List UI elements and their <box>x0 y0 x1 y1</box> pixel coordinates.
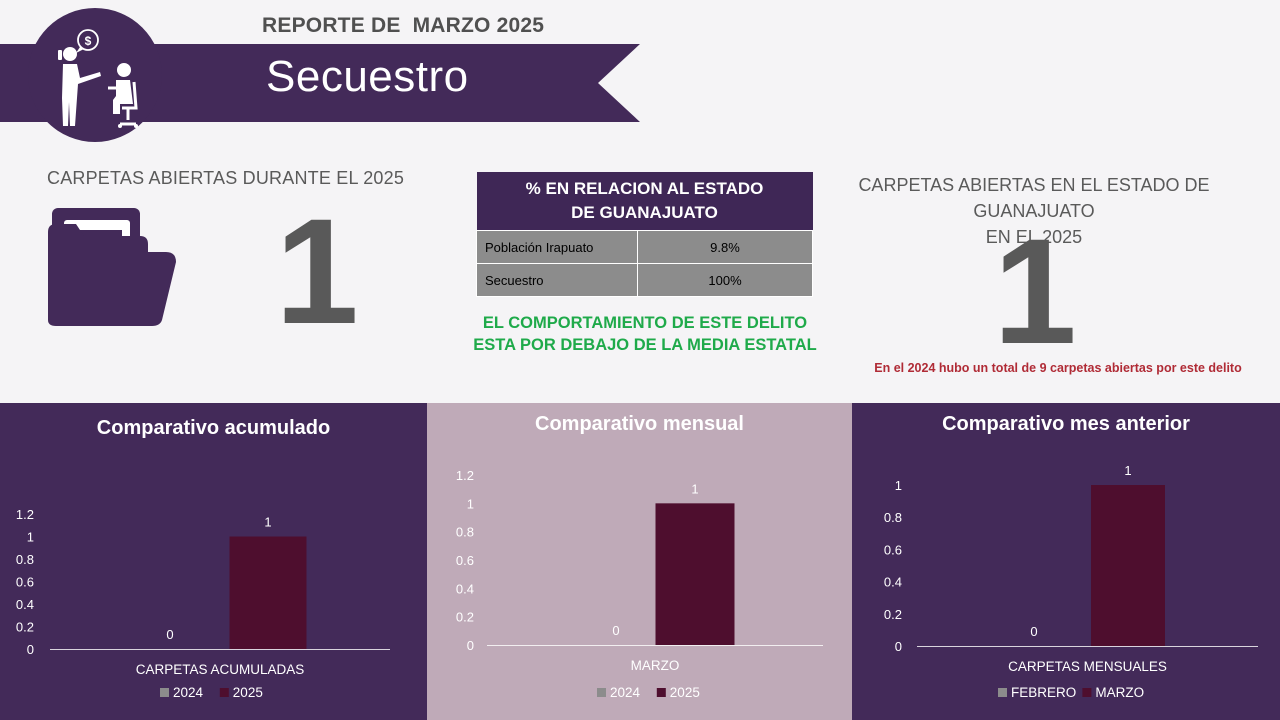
row-label-secuestro: Secuestro <box>476 263 638 297</box>
y-tick-label: 0.4 <box>456 581 474 596</box>
previous-year-note: En el 2024 hubo un total de 9 carpetas a… <box>874 361 1242 375</box>
chart-title-mensual: Comparativo mensual <box>535 413 744 435</box>
legend-label-2024: 2024 <box>173 685 204 700</box>
relation-table-header: % EN RELACION AL ESTADO DE GUANAJUATO <box>476 172 813 231</box>
table-row: Población Irapuato 9.8% <box>476 230 813 264</box>
legend-label-2025: 2025 <box>670 685 700 700</box>
legend-label-2025: 2025 <box>233 685 263 700</box>
y-tick-label: 1.2 <box>456 468 474 483</box>
chart-mes-anterior: 0 0.2 0.4 0.6 0.8 1 0 1 CARPETAS MENSUALES FEBRER… <box>884 463 1258 700</box>
y-tick-label: 0 <box>27 642 34 657</box>
y-tick-label: 0.4 <box>884 575 902 590</box>
bar-2025 <box>229 536 307 649</box>
relation-table: % EN RELACION AL ESTADO DE GUANAJUATO Po… <box>476 172 813 297</box>
y-tick-label: 0.4 <box>16 597 34 612</box>
behavior-note: EL COMPORTAMIENTO DE ESTE DELITO ESTA PO… <box>470 312 820 356</box>
kpi-value-carpetas-2025: 1 <box>275 187 359 355</box>
y-tick-label: 0.8 <box>456 525 474 540</box>
chart-panel-acumulado: Comparativo acumulado 0 0.2 0.4 0.6 0.8 1 1.2 0… <box>0 403 427 720</box>
y-tick-label: 0.2 <box>456 610 474 625</box>
chart-panel-mes-anterior: Comparativo mes anterior 0 0.2 0.4 0.6 0.8 1 0… <box>852 403 1280 720</box>
y-tick-label: 0.2 <box>884 607 902 622</box>
report-title: REPORTE DE MARZO 2025 <box>262 14 545 37</box>
data-label: 0 <box>166 627 173 642</box>
row-label-poblacion: Población Irapuato <box>476 230 638 264</box>
svg-text:$: $ <box>85 34 92 48</box>
legend-swatch-2025 <box>219 688 229 697</box>
x-category-label: CARPETAS ACUMULADAS <box>136 662 305 677</box>
y-tick-label: 0.6 <box>884 542 902 557</box>
legend-label-febrero: FEBRERO <box>1011 685 1076 700</box>
y-tick-label: 0.6 <box>16 575 34 590</box>
chart-mensual: 0 0.2 0.4 0.6 0.8 1 1.2 0 1 MARZO 2024 2025 <box>456 468 823 700</box>
legend-swatch-2024 <box>597 688 606 697</box>
behavior-note-line2: ESTA POR DEBAJO DE LA MEDIA ESTATAL <box>473 336 817 354</box>
relation-table-title-line1: % EN RELACION AL ESTADO <box>525 179 764 198</box>
chart-acumulado: 0 0.2 0.4 0.6 0.8 1 1.2 0 1 CARPETAS ACUMULADAS 20… <box>16 507 390 700</box>
kpi-value-guanajuato: 1 <box>993 207 1077 375</box>
row-value-secuestro: 100% <box>637 263 813 297</box>
kpi-label-guanajuato-line1: CARPETAS ABIERTAS EN EL ESTADO DE GUANAJ… <box>858 175 1210 221</box>
x-category-label: CARPETAS MENSUALES <box>1008 659 1167 674</box>
behavior-note-line1: EL COMPORTAMIENTO DE ESTE DELITO <box>482 314 808 332</box>
relation-table-title-line2: DE GUANAJUATO <box>571 203 718 222</box>
y-tick-label: 0.6 <box>456 553 474 568</box>
y-tick-label: 0.8 <box>884 510 902 525</box>
x-category-label: MARZO <box>631 658 680 673</box>
y-tick-label: 1.2 <box>16 507 34 522</box>
y-tick-label: 0 <box>895 639 902 654</box>
data-label: 0 <box>1030 624 1037 639</box>
person-interrogating-seated-person-icon: $ <box>28 8 162 142</box>
kpi-label-guanajuato: CARPETAS ABIERTAS EN EL ESTADO DE GUANAJ… <box>816 172 1252 250</box>
data-label: 1 <box>264 515 271 530</box>
y-tick-label: 1 <box>467 496 474 511</box>
legend-swatch-marzo <box>1082 688 1092 697</box>
kpi-label-carpetas-2025: CARPETAS ABIERTAS DURANTE EL 2025 <box>47 168 405 188</box>
row-value-poblacion: 9.8% <box>637 230 813 264</box>
legend-swatch-2025 <box>656 688 666 697</box>
y-tick-label: 0.8 <box>16 552 34 567</box>
bar-2025 <box>655 503 735 645</box>
legend-swatch-febrero <box>998 688 1007 697</box>
y-tick-label: 0.2 <box>16 620 34 635</box>
chart-panel-mensual: Comparativo mensual 0 0.2 0.4 0.6 0.8 1 1.2 0 1 M… <box>427 403 852 720</box>
data-label: 1 <box>1124 463 1131 478</box>
legend-label-marzo: MARZO <box>1095 685 1144 700</box>
y-tick-label: 1 <box>895 478 902 493</box>
legend-swatch-2024 <box>160 688 169 697</box>
y-tick-label: 0 <box>467 638 474 653</box>
bar-marzo <box>1091 485 1165 646</box>
crime-title: Secuestro <box>266 52 469 101</box>
data-label: 1 <box>691 481 698 496</box>
legend-label-2024: 2024 <box>610 685 641 700</box>
data-label: 0 <box>612 623 619 638</box>
folder-icon <box>48 208 176 326</box>
table-row: Secuestro 100% <box>476 263 813 297</box>
chart-title-mes-anterior: Comparativo mes anterior <box>942 413 1190 435</box>
kpi-label-guanajuato-line2: EN EL 2025 <box>985 227 1083 247</box>
chart-title-acumulado: Comparativo acumulado <box>96 417 331 439</box>
y-tick-label: 1 <box>27 530 34 545</box>
